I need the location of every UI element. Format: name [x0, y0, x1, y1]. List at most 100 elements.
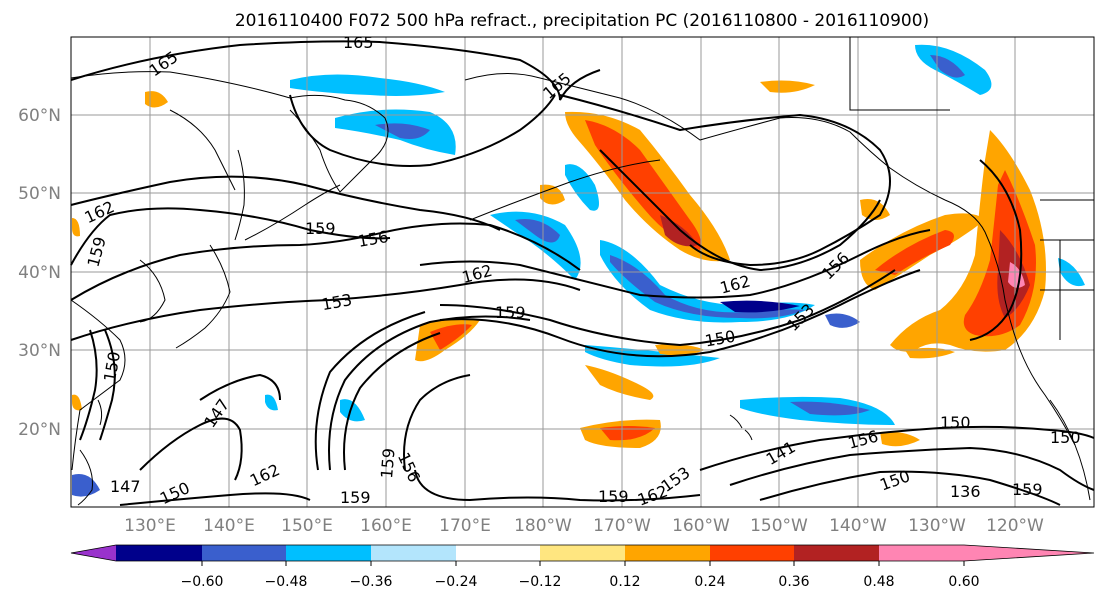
coast-hawaii [729, 414, 753, 441]
contour-159-mid [439, 269, 896, 347]
lon-label: 130°W [908, 516, 966, 536]
lat-label: 60°N [18, 106, 61, 126]
contour-label: 136 [950, 482, 981, 501]
lon-label: 150°E [281, 516, 333, 536]
contour-label: 159 [340, 488, 371, 507]
map-panel: 165 165 165 162 159 159 156 156 162 162 … [70, 33, 1095, 510]
coast-kamchatka [289, 94, 389, 193]
precip-neg-region-14 [930, 55, 965, 78]
contour-jet-2 [343, 332, 441, 471]
colorbar-ticks [201, 561, 965, 566]
figure-title: 2016110400 F072 500 hPa refract., precip… [235, 11, 929, 31]
coast-nw-america [944, 199, 1076, 446]
colorbar-tick-label: −0.60 [181, 574, 224, 590]
precip-pos-region-20 [72, 218, 80, 237]
precip-neg-region-15 [825, 313, 860, 328]
contour-east-2 [729, 446, 1095, 491]
lon-label: 160°W [672, 516, 730, 536]
contour-162-mid [419, 229, 931, 299]
precip-pos-region-2 [585, 120, 702, 250]
colorbar-tick-label: 0.48 [863, 574, 894, 590]
precip-neg-region-17 [340, 399, 365, 422]
coast-japan [175, 244, 231, 349]
precip-neg-region-9 [720, 300, 800, 313]
colorbar-tick-label: −0.36 [350, 574, 393, 590]
contour-159-west [70, 207, 391, 266]
coast-baja [1049, 399, 1091, 501]
precip-neg-region-5 [515, 219, 560, 243]
lon-label: 160°E [360, 516, 412, 536]
coast-philippines [77, 449, 93, 506]
lon-label: 140°E [203, 516, 255, 536]
colorbar-tick-label: 0.24 [694, 574, 725, 590]
colorbar-swatch [371, 545, 456, 561]
colorbar-swatch [540, 545, 625, 561]
lat-label: 50°N [18, 184, 61, 204]
colorbar-swatch [202, 545, 286, 561]
precip-neg-region-3 [375, 123, 430, 139]
contour-label: 159 [1012, 480, 1043, 499]
coast-aleutians [469, 159, 661, 221]
contour-153 [70, 278, 581, 341]
colorbar-swatch [625, 545, 710, 561]
contour-150-mid [439, 269, 921, 358]
precip-pos-region-3 [660, 215, 698, 247]
colorbar-swatch [456, 545, 540, 561]
contour-jet-3 [314, 311, 426, 471]
contour-east-loop [969, 159, 1023, 341]
precip-pos-region-6 [875, 230, 954, 275]
lat-label: 20°N [18, 420, 61, 440]
contour-jet-1 [328, 315, 531, 471]
colorbar-swatch [794, 545, 879, 561]
contour-west-loop-2 [99, 329, 116, 441]
colorbar-tick-label: −0.24 [435, 574, 478, 590]
coast-sakhalin [234, 149, 245, 241]
precip-pos-region-16 [540, 184, 565, 205]
contour-label: 159 [598, 487, 629, 506]
colorbar-swatch [710, 545, 794, 561]
colorbar-pos-extend [964, 545, 1094, 561]
lon-label: 170°W [593, 516, 651, 536]
contour-label: 150 [1050, 428, 1081, 447]
contour-165-arc [289, 94, 556, 167]
colorbar-tick-label: −0.48 [265, 574, 308, 590]
precip-neg-region-8 [610, 255, 805, 319]
precip-neg-region-6 [565, 164, 599, 211]
precip-neg-region-19 [72, 474, 100, 497]
colorbar-neg-extend [71, 545, 116, 561]
contour-label: 147 [110, 477, 141, 496]
lon-label: 170°E [439, 516, 491, 536]
contour-156-west [70, 222, 581, 301]
contour-jet-4 [403, 374, 471, 471]
precip-neg-region-18 [265, 394, 278, 411]
contour-label: 150 [940, 413, 971, 432]
colorbar-tick-label: 0.60 [948, 574, 979, 590]
precip-pos-region-23 [905, 347, 955, 359]
lon-label: 120°W [986, 516, 1044, 536]
contour-west-loop [79, 329, 98, 441]
map-frame [70, 36, 1095, 508]
precip-neg-region-4 [490, 211, 581, 280]
contour-141 [199, 373, 281, 401]
lon-label: 150°W [750, 516, 808, 536]
coast-canada-border [849, 37, 1094, 201]
contour-loop-alaska-2 [599, 149, 881, 272]
coast-kuriles [244, 184, 341, 241]
precip-pos-region-19 [880, 431, 920, 447]
contour-165-north [70, 40, 601, 101]
contour-jet-5 [414, 469, 701, 502]
precip-neg-region-12 [790, 401, 870, 416]
coast-siberia [70, 71, 291, 99]
colorbar-outline [70, 544, 1095, 562]
precip-pos-region-13 [585, 365, 654, 400]
coast-okhotsk [169, 109, 236, 191]
coast-alaska [464, 72, 946, 201]
precip-pos-region-17 [145, 91, 168, 108]
contour-east-3 [759, 470, 1061, 506]
lat-label: 30°N [18, 341, 61, 361]
contour-east-1 [699, 425, 1095, 471]
lon-label: 180°W [514, 516, 572, 536]
contour-loop-alaska-1 [559, 94, 891, 267]
precip-pos-region-12 [430, 324, 472, 350]
lon-label: 140°W [829, 516, 887, 536]
